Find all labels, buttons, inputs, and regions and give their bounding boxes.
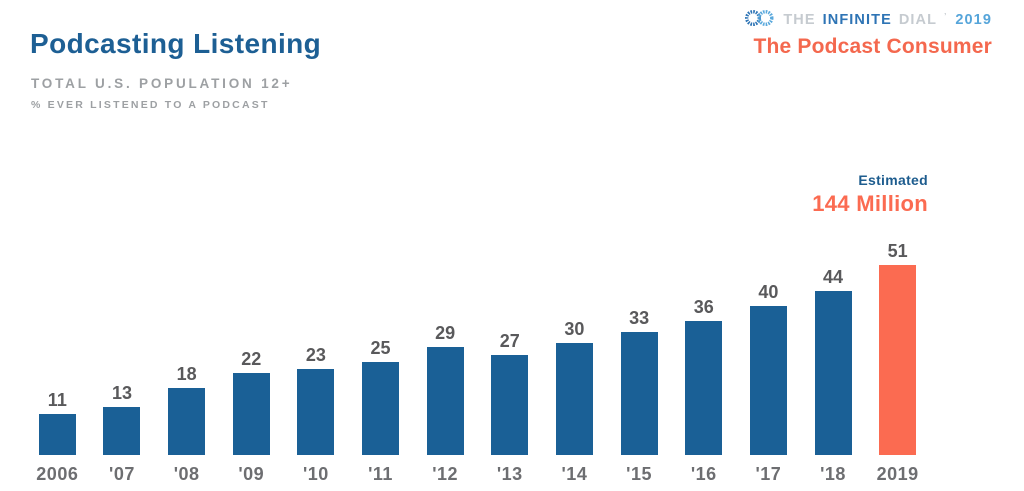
bar-column: 29 '12 bbox=[413, 230, 478, 485]
bar-column: 44 '18 bbox=[801, 230, 866, 485]
x-axis-tick-label: '13 bbox=[496, 464, 523, 484]
bar-value-label: 33 bbox=[629, 308, 650, 328]
bar bbox=[103, 407, 141, 455]
bar-chart: 11 2006 13 '07 18 '08 22 '09 23 '10 25 '11 29 '12 27 '1… bbox=[25, 230, 930, 485]
bar-column: 40 '17 bbox=[736, 230, 801, 485]
page-title: Podcasting Listening bbox=[30, 28, 322, 59]
x-axis-tick-label: 2006 bbox=[36, 464, 79, 484]
bar-value-label: 22 bbox=[241, 349, 262, 369]
bar bbox=[814, 291, 852, 455]
report-title: The Podcast Consumer bbox=[753, 35, 992, 58]
logo-word-dial: DIAL bbox=[898, 12, 938, 28]
bar bbox=[555, 343, 593, 455]
x-axis-tick-label: '15 bbox=[626, 464, 652, 484]
logo-year: 2019 bbox=[955, 12, 992, 28]
bar bbox=[38, 414, 76, 455]
bar bbox=[426, 347, 464, 455]
bar-value-label: 11 bbox=[47, 390, 67, 410]
infinity-logo-icon bbox=[744, 9, 776, 31]
bar bbox=[685, 321, 723, 455]
bar-column: 51 2019 bbox=[865, 230, 930, 485]
x-axis-tick-label: '08 bbox=[173, 464, 200, 484]
bar-column: 27 '13 bbox=[477, 230, 542, 485]
x-axis-tick-label: '11 bbox=[368, 464, 393, 484]
bar-column: 23 '10 bbox=[284, 230, 349, 485]
bar-column: 25 '11 bbox=[348, 230, 413, 485]
x-axis-tick-label: '10 bbox=[302, 464, 329, 484]
bar-value-label: 13 bbox=[111, 383, 132, 403]
bar bbox=[620, 332, 658, 455]
bar-value-label: 40 bbox=[758, 282, 779, 302]
bar-value-label: 36 bbox=[693, 297, 714, 317]
bar-value-label: 18 bbox=[176, 364, 197, 384]
x-axis-tick-label: '16 bbox=[690, 464, 717, 484]
bar-highlighted bbox=[879, 265, 917, 455]
bar-column: 33 '15 bbox=[607, 230, 672, 485]
bar bbox=[749, 306, 787, 455]
bar-column: 30 '14 bbox=[542, 230, 607, 485]
bar-value-label: 27 bbox=[499, 331, 520, 351]
bar bbox=[362, 362, 400, 455]
bar-column: 11 2006 bbox=[25, 230, 90, 485]
page-subtitle: TOTAL U.S. POPULATION 12+ bbox=[31, 76, 293, 91]
infinite-dial-logo: THE INFINITE DIAL ’ 2019 bbox=[744, 9, 992, 31]
estimate-value: 144 Million bbox=[812, 191, 928, 216]
x-axis-tick-label: 2019 bbox=[876, 464, 919, 484]
bar-column: 36 '16 bbox=[671, 230, 736, 485]
x-axis-tick-label: '14 bbox=[561, 464, 588, 484]
logo-trademark-tick: ’ bbox=[944, 11, 947, 21]
x-axis-tick-label: '12 bbox=[432, 464, 459, 484]
bar-column: 18 '08 bbox=[154, 230, 219, 485]
bar bbox=[168, 388, 206, 455]
estimate-annotation: Estimated 144 Million bbox=[812, 172, 928, 217]
brand-block: THE INFINITE DIAL ’ 2019 The Podcast Cons… bbox=[744, 9, 992, 59]
bar-value-label: 44 bbox=[822, 267, 844, 287]
logo-word-the: THE bbox=[783, 12, 816, 28]
x-axis-tick-label: '09 bbox=[238, 464, 265, 484]
x-axis-tick-label: '17 bbox=[755, 464, 782, 484]
bar-value-label: 51 bbox=[887, 241, 908, 261]
bar-column: 22 '09 bbox=[219, 230, 284, 485]
estimate-label: Estimated bbox=[858, 172, 928, 188]
bar-value-label: 29 bbox=[435, 323, 456, 343]
bar-column: 13 '07 bbox=[90, 230, 155, 485]
bar-value-label: 23 bbox=[305, 345, 326, 365]
x-axis-tick-label: '07 bbox=[109, 464, 135, 484]
measure-note: % EVER LISTENED TO A PODCAST bbox=[31, 99, 270, 111]
logo-word-infinite: INFINITE bbox=[822, 12, 892, 28]
bar-value-label: 30 bbox=[564, 319, 585, 339]
bar-value-label: 25 bbox=[370, 338, 391, 358]
x-axis-tick-label: '18 bbox=[820, 464, 846, 484]
bar bbox=[297, 369, 335, 455]
bar bbox=[491, 355, 529, 455]
bar bbox=[232, 373, 270, 455]
